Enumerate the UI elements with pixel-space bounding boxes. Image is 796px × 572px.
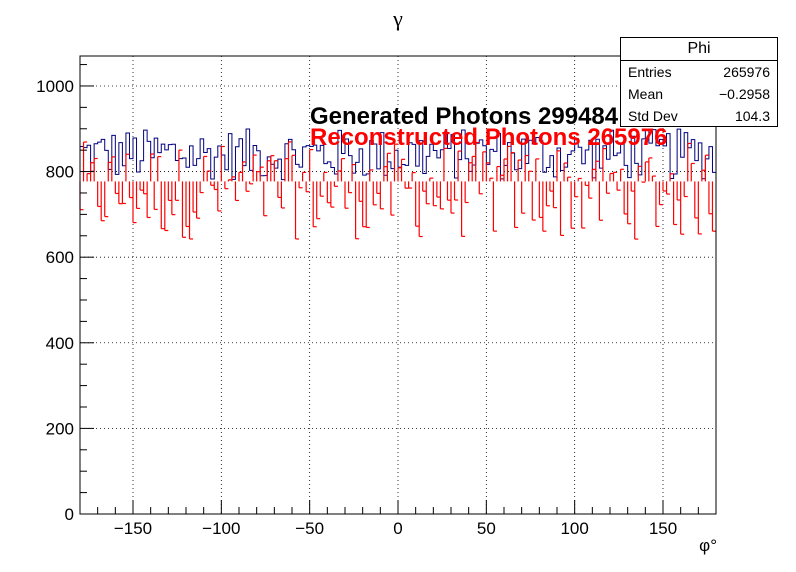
y-tick-label: 600 — [46, 248, 74, 267]
stats-label: Entries — [628, 64, 672, 80]
x-tick-label: −100 — [202, 519, 240, 538]
x-tick-label: −50 — [295, 519, 324, 538]
stats-title: Phi — [621, 38, 777, 61]
series-generated — [80, 128, 716, 181]
stats-row-stddev: Std Dev 104.3 — [621, 105, 777, 127]
grid-lines — [80, 56, 716, 514]
series-reconstructed — [79, 141, 716, 240]
y-tick-label: 400 — [46, 334, 74, 353]
x-tick-label: 50 — [477, 519, 496, 538]
y-tick-label: 0 — [65, 505, 74, 524]
stats-value: 265976 — [723, 64, 770, 80]
stats-value: 104.3 — [734, 108, 770, 124]
stats-value: −0.2958 — [719, 86, 770, 102]
stats-row-entries: Entries 265976 — [621, 61, 777, 83]
stats-label: Std Dev — [628, 108, 678, 124]
legend-reconstructed: Reconstructed Photons 265976 — [310, 124, 667, 151]
y-tick-label: 200 — [46, 419, 74, 438]
x-tick-label: −150 — [114, 519, 152, 538]
y-tick-label: 1000 — [36, 77, 74, 96]
x-axis-label: φ° — [699, 536, 717, 555]
chart-title: γ — [392, 6, 403, 31]
x-tick-label: 150 — [649, 519, 677, 538]
x-axis: −150 −100 −50 0 50 100 150 — [79, 500, 717, 538]
generated-step-line — [80, 128, 716, 181]
x-tick-label: 0 — [393, 519, 402, 538]
stats-row-mean: Mean −0.2958 — [621, 83, 777, 105]
stats-label: Mean — [628, 86, 664, 102]
stats-box: Phi Entries 265976 Mean −0.2958 Std Dev … — [620, 37, 778, 127]
legend-generated: Generated Photons 299484 — [310, 103, 619, 130]
y-tick-label: 800 — [46, 163, 74, 182]
y-axis: 0 200 400 600 800 1000 — [36, 64, 94, 524]
x-tick-label: 100 — [560, 519, 588, 538]
